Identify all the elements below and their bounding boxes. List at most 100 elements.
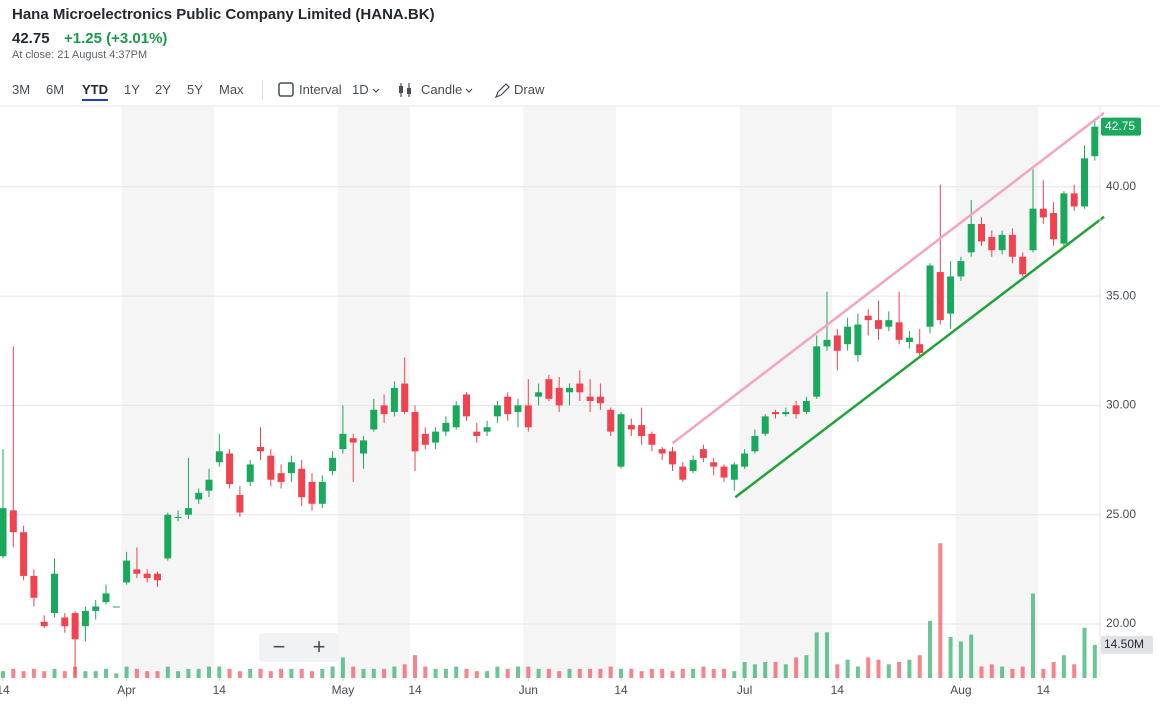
separator	[262, 80, 263, 100]
candle-body	[123, 560, 131, 583]
volume-bar	[804, 655, 809, 678]
candle-body	[679, 466, 687, 480]
range-button[interactable]: YTD	[82, 82, 108, 101]
candle-body	[617, 414, 625, 467]
candle-body	[524, 405, 532, 428]
volume-bar	[145, 671, 150, 678]
volume-bar	[11, 668, 16, 678]
volume-bar	[711, 668, 716, 678]
volume-bar	[670, 671, 675, 678]
volume-bar	[825, 632, 829, 678]
range-button[interactable]: 1Y	[124, 82, 140, 97]
volume-bar	[485, 671, 490, 678]
candle-body	[257, 446, 264, 452]
candle-body	[854, 324, 862, 356]
range-button[interactable]: 5Y	[187, 82, 203, 97]
chevron	[465, 88, 473, 93]
volume-bar	[722, 668, 726, 678]
range-button[interactable]: 2Y	[155, 82, 171, 97]
candle-body	[298, 468, 306, 498]
candle-body	[164, 514, 172, 559]
candle-body	[916, 344, 924, 353]
candle-body	[184, 508, 192, 515]
volume-bar	[31, 668, 36, 678]
volume-bar	[361, 668, 366, 678]
x-tick-label: 14	[831, 683, 845, 697]
volume-bar	[62, 671, 67, 678]
candle-body	[30, 575, 38, 598]
candle-body	[576, 383, 584, 393]
volume-bar	[340, 657, 345, 678]
interval-value[interactable]: 1D	[352, 82, 369, 97]
volume-bar	[134, 668, 139, 678]
volume-bar	[165, 666, 170, 678]
candle-body	[823, 339, 831, 347]
interval-label[interactable]: Interval	[299, 82, 342, 97]
candle-body	[287, 462, 295, 474]
candle-body	[844, 326, 852, 345]
candle-icon	[407, 88, 411, 94]
candle-body	[1091, 126, 1099, 157]
candle-body	[432, 431, 440, 443]
candle-body	[1008, 234, 1016, 257]
candle-body	[669, 451, 676, 465]
zoom-out[interactable]: −	[272, 634, 286, 659]
volume-bar	[217, 666, 222, 678]
volume-bar	[382, 668, 387, 678]
candle-body	[349, 438, 357, 443]
volume-bar	[917, 655, 922, 678]
candle-body	[40, 621, 48, 627]
candle-body	[1060, 193, 1068, 244]
candle-body	[699, 449, 707, 458]
volume-bar	[392, 666, 397, 678]
candle-body	[370, 409, 378, 430]
range-button[interactable]: Max	[219, 82, 244, 97]
volume-bar	[1000, 666, 1005, 678]
candle-body	[205, 479, 213, 491]
volume-bar	[557, 671, 562, 678]
zoom-in[interactable]: +	[312, 634, 326, 659]
volume-tag	[1101, 635, 1153, 654]
range-button[interactable]: 6M	[46, 82, 65, 97]
volume-bar	[1010, 668, 1015, 678]
range-button[interactable]: 3M	[12, 82, 31, 97]
volume-bar	[268, 671, 273, 678]
trendline	[671, 111, 1105, 445]
candle-icon	[399, 86, 403, 93]
month-band	[121, 107, 215, 678]
chart-style[interactable]: Candle	[421, 82, 463, 97]
candle-body	[772, 411, 779, 415]
volume-bar	[536, 668, 541, 678]
candle-body	[0, 508, 7, 557]
volume-bar	[639, 671, 644, 678]
volume-bar	[835, 664, 840, 678]
volume-bar	[619, 668, 623, 678]
y-tick-label: 25.00	[1106, 507, 1136, 521]
price-tag-label: 42.75	[1105, 119, 1135, 133]
close-time: At close: 21 August 4:37PM	[12, 49, 148, 61]
draw-button[interactable]: Draw	[514, 82, 545, 97]
volume-bar	[196, 668, 201, 678]
candle-body	[360, 440, 367, 454]
draw-icon	[494, 83, 510, 99]
volume-bar	[52, 668, 57, 678]
volume-bar	[969, 634, 974, 678]
y-tick-label: 20.00	[1106, 616, 1136, 630]
volume-bar	[114, 673, 119, 678]
volume-bar	[423, 666, 428, 678]
candle-body	[596, 396, 604, 404]
volume-bar	[495, 666, 500, 678]
volume-bar	[83, 671, 88, 678]
volume-bar	[588, 668, 593, 678]
volume-bar	[897, 662, 902, 678]
x-tick-label: 14	[614, 683, 628, 697]
candle-body	[895, 322, 903, 340]
x-tick-label: 14	[0, 683, 10, 697]
candle-body	[215, 451, 223, 463]
candle-body	[504, 396, 512, 415]
candle-body	[174, 516, 182, 518]
volume-bar	[299, 668, 304, 678]
candle-body	[638, 425, 646, 437]
volume-bar	[104, 668, 108, 678]
